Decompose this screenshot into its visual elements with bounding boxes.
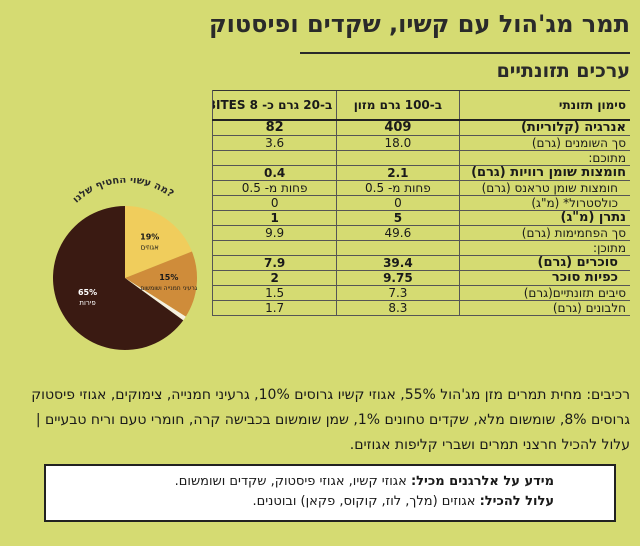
value-per-20g: 7.9: [211, 255, 338, 271]
table-row: סיבים תזונתיים(גרם) 7.3 1.5: [211, 285, 630, 301]
value-per-100g: 8.3: [336, 300, 460, 316]
value-per-20g: 9.9: [211, 225, 338, 241]
nutrient-name: כולסטרול* (מ"ג): [459, 195, 630, 211]
value-per-20g: 1: [211, 210, 338, 226]
value-per-100g: 9.75: [336, 270, 460, 286]
pie-slice-percent: 65%: [78, 288, 97, 297]
ingredients-text: רכיבים: מחית תמרים מזן מג'הול 55%, אגוזי…: [31, 387, 630, 453]
pie-slice: [125, 251, 197, 317]
allergen-may-text: אגוזים (מלך, לוז, קוקוס, פקאן) ובוטנים.: [252, 494, 476, 509]
title-divider: [300, 52, 630, 54]
value-per-20g: 82: [211, 119, 338, 136]
value-per-20g: 3.6: [211, 135, 338, 151]
nutrition-table-header: סימון תזונתי ב-100 גרם מזון ב-20 גרם כ- …: [211, 90, 630, 121]
nutrition-table: סימון תזונתי ב-100 גרם מזון ב-20 גרם כ- …: [211, 90, 630, 316]
nutrient-name: מתוכן:: [459, 240, 630, 256]
pie-slice-percent: 15%: [159, 273, 178, 282]
table-row: חומצות שומן טראנס (גרם) פחות מ- 0.5 פחות מ…: [211, 180, 630, 196]
nutrient-name: חומצות שומן טראנס (גרם): [459, 180, 630, 196]
header-nutrient: סימון תזונתי: [459, 90, 630, 121]
pie-slice-label: פירות: [79, 299, 95, 307]
nutrient-name: סוכרים (גרם): [459, 255, 630, 271]
pie-slice-label: אגוזים: [141, 244, 159, 252]
value-per-100g: 7.3: [336, 285, 460, 301]
value-per-20g: 1.5: [211, 285, 338, 301]
value-per-100g: [336, 150, 460, 166]
value-per-100g: 39.4: [336, 255, 460, 271]
value-per-100g: 49.6: [336, 225, 460, 241]
table-row: נתרן (מ"ג) 5 1: [211, 210, 630, 226]
allergen-may-label: עלול להכיל:: [479, 494, 554, 509]
composition-pie-chart: ?מה עשוי החטיף שלנו 19% אגוזים 15% גרעיני ח…: [52, 178, 198, 350]
nutrient-name: סיבים תזונתיים(גרם): [459, 285, 630, 301]
table-row: מתוכן:: [211, 240, 630, 256]
nutrient-name: חלבונים (גרם): [459, 300, 630, 316]
allergen-contains-text: אגוזי קשיו, אגוזי פיסטוק, שקדים ושומשום.: [174, 474, 407, 489]
value-per-100g: 0: [336, 195, 460, 211]
nutrient-name: מתוכם:: [459, 150, 630, 166]
table-row: סוכרים (גרם) 39.4 7.9: [211, 255, 630, 271]
nutrient-name: חומצות שומן רוויות (גרם): [459, 165, 630, 181]
nutrient-name: סך הפחמימות (גרם): [459, 225, 630, 241]
value-per-100g: 2.1: [336, 165, 460, 181]
value-per-100g: 18.0: [336, 135, 460, 151]
value-per-100g: 409: [336, 119, 460, 136]
nutrition-heading: ערכים תזונתיים: [496, 60, 630, 82]
allergen-contains-label: מידע על אלרגנים מכיל:: [410, 474, 554, 489]
allergen-may-line: עלול להכיל: אגוזים (מלך, לוז, קוקוס, פקא…: [54, 492, 554, 512]
value-per-100g: 5: [336, 210, 460, 226]
allergen-contains-line: מידע על אלרגנים מכיל: אגוזי קשיו, אגוזי …: [54, 472, 554, 492]
pie-slice-percent: 19%: [140, 233, 159, 242]
value-per-100g: פחות מ- 0.5: [336, 180, 460, 196]
nutrient-name: אנרגיה (קלוריות): [459, 119, 630, 136]
table-row: סך השומנים (גרם) 18.0 3.6: [211, 135, 630, 151]
value-per-100g: [336, 240, 460, 256]
value-per-20g: [211, 150, 338, 166]
value-per-20g: 2: [211, 270, 338, 286]
allergen-box: מידע על אלרגנים מכיל: אגוזי קשיו, אגוזי …: [44, 464, 616, 522]
table-row: כולסטרול* (מ"ג) 0 0: [211, 195, 630, 211]
table-row: מתוכם:: [211, 150, 630, 166]
header-per-20g: ב-20 גרם כ- BITES 8: [211, 90, 338, 121]
nutrient-name: כפיות סוכר: [459, 270, 630, 286]
table-row: חומצות שומן רוויות (גרם) 2.1 0.4: [211, 165, 630, 181]
value-per-20g: 1.7: [211, 300, 338, 316]
value-per-20g: פחות מ- 0.5: [211, 180, 338, 196]
product-title: תמר מג'הול עם קשיו, שקדים ופיסטוק: [208, 10, 630, 38]
nutrient-name: סך השומנים (גרם): [459, 135, 630, 151]
nutrient-name: נתרן (מ"ג): [459, 210, 630, 226]
value-per-20g: [211, 240, 338, 256]
value-per-20g: 0.4: [211, 165, 338, 181]
table-row: סך הפחמימות (גרם) 49.6 9.9: [211, 225, 630, 241]
pie-slice: [125, 206, 192, 278]
pie-slice-label: גרעיני חמנייה ושומשום: [140, 285, 198, 292]
pie-slice: [125, 278, 186, 321]
table-row: כפיות סוכר 9.75 2: [211, 270, 630, 286]
pie-slice: [52, 206, 184, 350]
header-per-100g: ב-100 גרם מזון: [336, 90, 460, 121]
value-per-20g: 0: [211, 195, 338, 211]
table-row: חלבונים (גרם) 8.3 1.7: [211, 300, 630, 316]
pie-title: ?מה עשוי החטיף שלנו: [71, 178, 176, 205]
table-row: אנרגיה (קלוריות) 409 82: [211, 119, 630, 136]
